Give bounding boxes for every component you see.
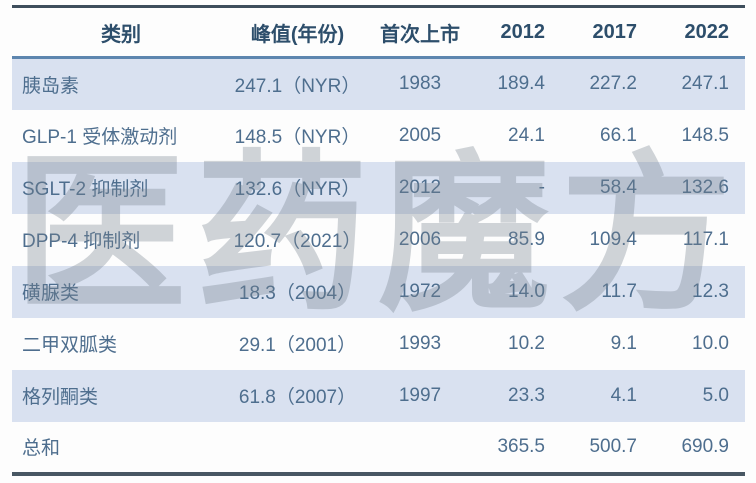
table-row: 磺脲类 18.3（2004） 1972 14.0 11.7 12.3 — [12, 265, 745, 318]
cell-peak-year: 148.5（NYR） — [234, 127, 361, 148]
cell-first-launch: 1972 — [398, 280, 442, 302]
cell-2012: 85.9 — [508, 228, 545, 250]
cell-2017: 500.7 — [589, 435, 637, 457]
cell-2022: 5.0 — [702, 384, 729, 406]
cell-first-launch: 2006 — [398, 228, 442, 250]
cell-peak-year: 18.3（2004） — [238, 283, 357, 304]
table-container: 类别 峰值(年份) 首次上市 2012 2017 2022 胰岛素 247.1（N… — [12, 5, 745, 476]
cell-first-launch: 2012 — [398, 176, 442, 198]
header-row: 类别 峰值(年份) 首次上市 2012 2017 2022 — [12, 6, 745, 59]
table-row: 胰岛素 247.1（NYR） 1983 189.4 227.2 247.1 — [12, 57, 745, 110]
cell-2022: 12.3 — [692, 280, 729, 302]
table-body: 胰岛素 247.1（NYR） 1983 189.4 227.2 247.1 GLP-1 受体… — [12, 57, 745, 474]
cell-2017: 58.4 — [600, 176, 637, 198]
cell-peak-year: 247.1（NYR） — [234, 75, 361, 97]
cell-2017: 11.7 — [601, 280, 637, 302]
cell-2012: 24.1 — [508, 124, 545, 146]
col-header-first-launch: 首次上市 — [365, 6, 475, 59]
cell-category: 胰岛素 — [22, 75, 80, 97]
cell-2022: 10.0 — [692, 332, 729, 354]
table-row: SGLT-2 抑制剂 132.6（NYR） 2012 - 58.4 132.6 — [12, 161, 745, 214]
cell-2022: 247.1 — [681, 73, 729, 95]
cell-2022: 148.5 — [681, 124, 729, 146]
cell-2012: 365.5 — [497, 435, 545, 457]
cell-2017: 227.2 — [589, 73, 637, 95]
cell-peak-year: 132.6（NYR） — [234, 179, 361, 200]
cell-category: SGLT-2 抑制剂 — [22, 179, 149, 200]
cell-category: 二甲双胍类 — [22, 335, 118, 356]
cell-first-launch: 1993 — [398, 332, 442, 354]
data-table: 类别 峰值(年份) 首次上市 2012 2017 2022 胰岛素 247.1（N… — [12, 5, 745, 476]
cell-first-launch: 1997 — [398, 384, 442, 406]
cell-category: 磺脲类 — [22, 283, 80, 304]
col-header-2022: 2022 — [657, 6, 745, 59]
cell-first-launch: 2005 — [398, 124, 442, 146]
cell-category: GLP-1 受体激动剂 — [22, 127, 178, 148]
col-header-peak-year: 峰值(年份) — [230, 6, 365, 59]
cell-2012: 10.2 — [508, 332, 545, 354]
cell-first-launch: 1983 — [398, 73, 442, 95]
cell-2017: 4.1 — [610, 384, 637, 406]
table-row: 二甲双胍类 29.1（2001） 1993 10.2 9.1 10.0 — [12, 317, 745, 370]
cell-first-launch — [365, 422, 475, 474]
cell-category: 总和 — [22, 438, 61, 459]
cell-2022: 690.9 — [681, 435, 729, 457]
table-row: DPP-4 抑制剂 120.7（2021） 2006 85.9 109.4 117.1 — [12, 213, 745, 266]
cell-2017: 66.1 — [600, 124, 637, 146]
cell-2012: - — [538, 176, 545, 198]
cell-2022: 132.6 — [681, 176, 729, 198]
table-row: GLP-1 受体激动剂 148.5（NYR） 2005 24.1 66.1 148.5 — [12, 109, 745, 162]
table-row: 格列酮类 61.8（2007） 1997 23.3 4.1 5.0 — [12, 369, 745, 422]
cell-peak-year — [230, 422, 365, 474]
col-header-2012: 2012 — [475, 6, 565, 59]
cell-peak-year: 29.1（2001） — [238, 335, 357, 356]
cell-peak-year: 61.8（2007） — [238, 387, 357, 408]
cell-2012: 23.3 — [508, 384, 545, 406]
cell-2022: 117.1 — [682, 228, 729, 250]
cell-peak-year: 120.7（2021） — [233, 231, 362, 252]
cell-2012: 189.4 — [497, 73, 545, 95]
cell-2017: 9.1 — [610, 332, 637, 354]
cell-category: 格列酮类 — [22, 387, 99, 408]
table-row: 总和 365.5 500.7 690.9 — [12, 421, 745, 474]
col-header-2017: 2017 — [565, 6, 657, 59]
cell-2012: 14.0 — [508, 280, 545, 302]
cell-category: DPP-4 抑制剂 — [22, 231, 141, 252]
cell-2017: 109.4 — [589, 228, 637, 250]
col-header-category: 类别 — [12, 6, 230, 59]
